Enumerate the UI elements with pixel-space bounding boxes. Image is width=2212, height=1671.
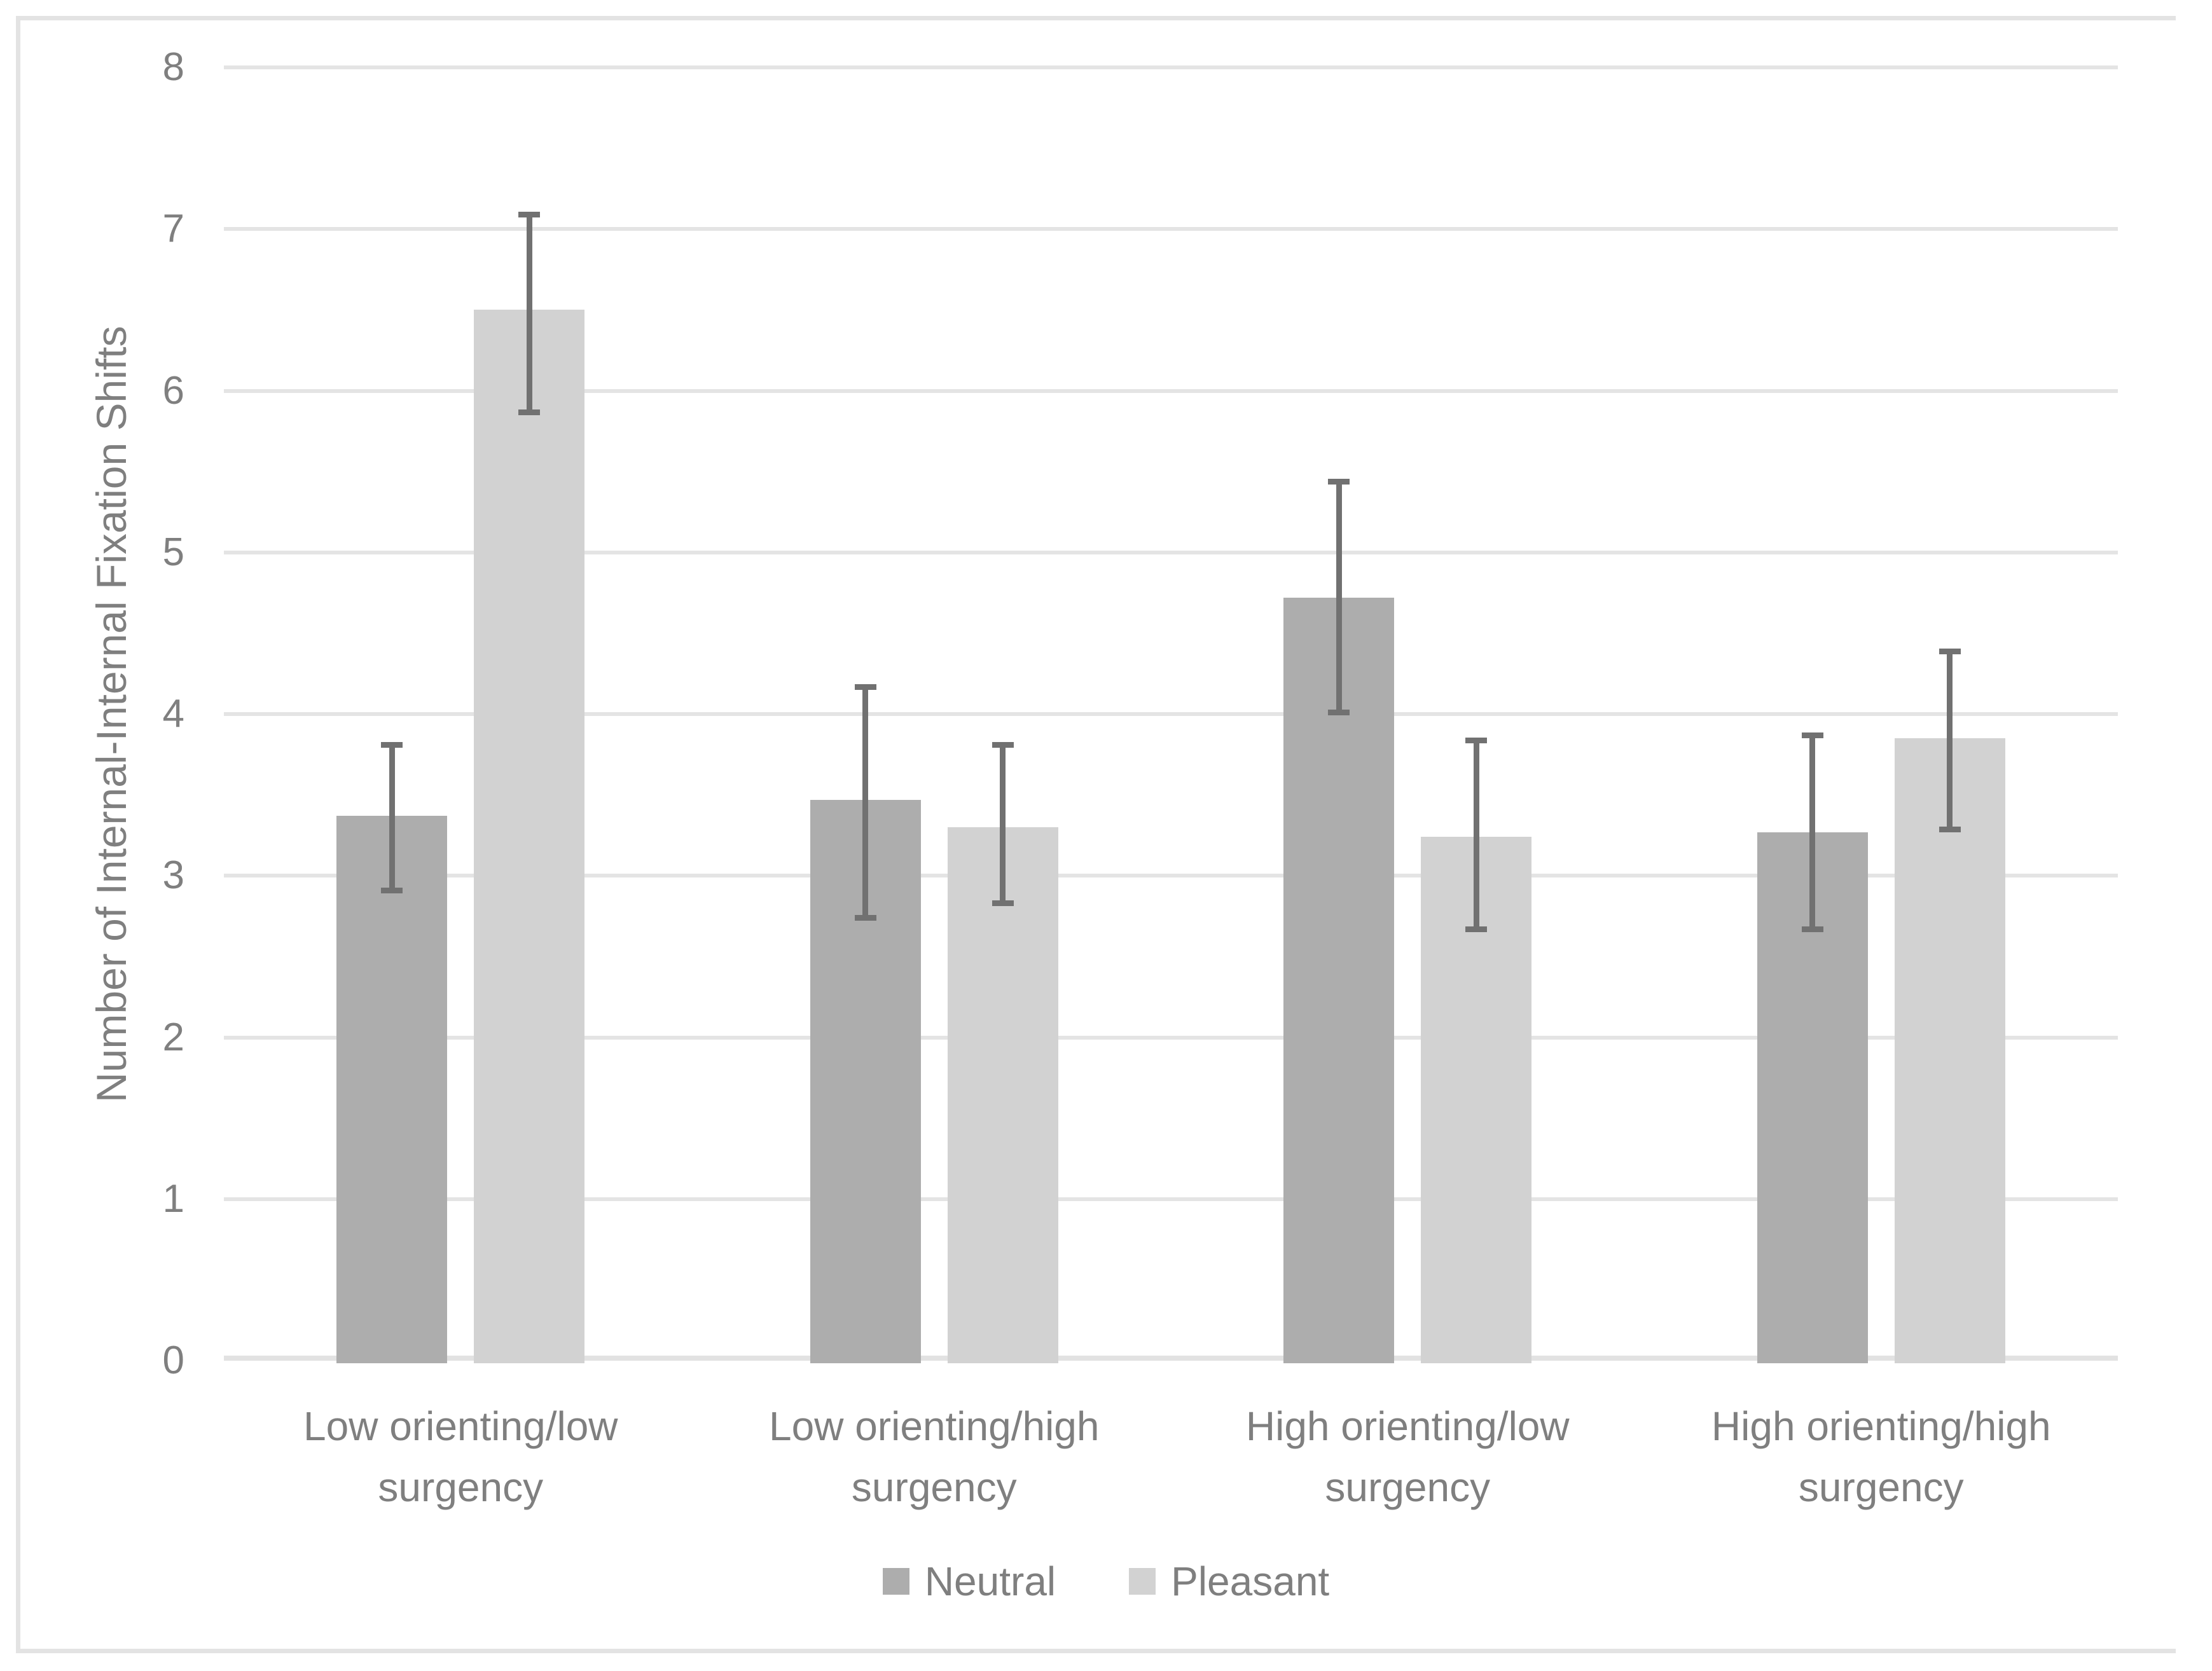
gridline <box>224 550 2118 554</box>
gridline <box>224 874 2118 878</box>
error-bar-cap-bottom <box>1939 826 1961 832</box>
error-bar-cap-top <box>381 742 403 748</box>
y-tick-label: 7 <box>162 207 184 251</box>
error-bar-line <box>1000 745 1006 904</box>
bar-neutral <box>336 816 448 1363</box>
error-bar-line <box>1809 735 1816 930</box>
error-bar-line <box>389 745 395 891</box>
y-tick-label: 3 <box>162 853 184 898</box>
error-bar-line <box>862 686 869 918</box>
figure-border-left <box>16 16 20 1653</box>
legend-swatch-neutral <box>882 1568 909 1595</box>
y-tick-label: 2 <box>162 1015 184 1059</box>
y-tick-label: 4 <box>162 692 184 736</box>
y-tick-label: 6 <box>162 368 184 413</box>
error-bar-cap-top <box>1801 732 1823 739</box>
legend: Neutral Pleasant <box>0 1558 2212 1605</box>
error-bar-cap-top <box>1465 737 1488 743</box>
y-tick-label: 1 <box>162 1176 184 1221</box>
legend-label-neutral: Neutral <box>924 1558 1056 1604</box>
error-bar-cap-bottom <box>854 915 876 921</box>
error-bar-cap-top <box>1939 648 1961 654</box>
error-bar-line <box>1947 650 1953 829</box>
gridline <box>224 712 2118 716</box>
legend-item-pleasant: Pleasant <box>1129 1558 1329 1605</box>
error-bar-line <box>526 214 532 412</box>
x-category-label: Low orienting/low surgency <box>303 1403 618 1510</box>
legend-label-pleasant: Pleasant <box>1171 1558 1330 1604</box>
bar-pleasant <box>1894 738 2005 1363</box>
y-tick-label: 8 <box>162 45 184 89</box>
error-bar-line <box>1473 739 1479 930</box>
bar-pleasant <box>474 310 585 1363</box>
error-bar-cap-bottom <box>518 409 541 415</box>
y-tick-label: 0 <box>162 1338 184 1382</box>
bar-neutral <box>1283 597 1395 1363</box>
error-bar-cap-top <box>992 742 1014 748</box>
x-axis-line <box>224 1356 2118 1361</box>
error-bar-cap-top <box>1328 478 1350 485</box>
error-bar-cap-top <box>854 684 876 690</box>
error-bar-cap-bottom <box>1328 710 1350 716</box>
figure-border-bottom <box>16 1649 2176 1653</box>
error-bar-cap-bottom <box>992 900 1014 907</box>
error-bar-cap-bottom <box>381 888 403 894</box>
error-bar-cap-top <box>518 212 541 218</box>
error-bar-line <box>1336 481 1342 713</box>
gridline <box>224 227 2118 231</box>
gridline <box>224 389 2118 393</box>
y-tick-label: 5 <box>162 530 184 574</box>
legend-item-neutral: Neutral <box>882 1558 1056 1605</box>
legend-swatch-pleasant <box>1129 1568 1156 1595</box>
gridline <box>224 1035 2118 1040</box>
gridline <box>224 1197 2118 1201</box>
figure-border-top <box>16 16 2176 20</box>
error-bar-cap-bottom <box>1465 926 1488 933</box>
x-category-label: Low orienting/high surgency <box>769 1403 1100 1510</box>
error-bar-cap-bottom <box>1801 926 1823 933</box>
x-category-label: High orienting/low surgency <box>1245 1403 1570 1510</box>
bar-pleasant <box>947 827 1058 1363</box>
x-category-label: High orienting/high surgency <box>1711 1403 2051 1510</box>
gridline <box>224 65 2118 69</box>
